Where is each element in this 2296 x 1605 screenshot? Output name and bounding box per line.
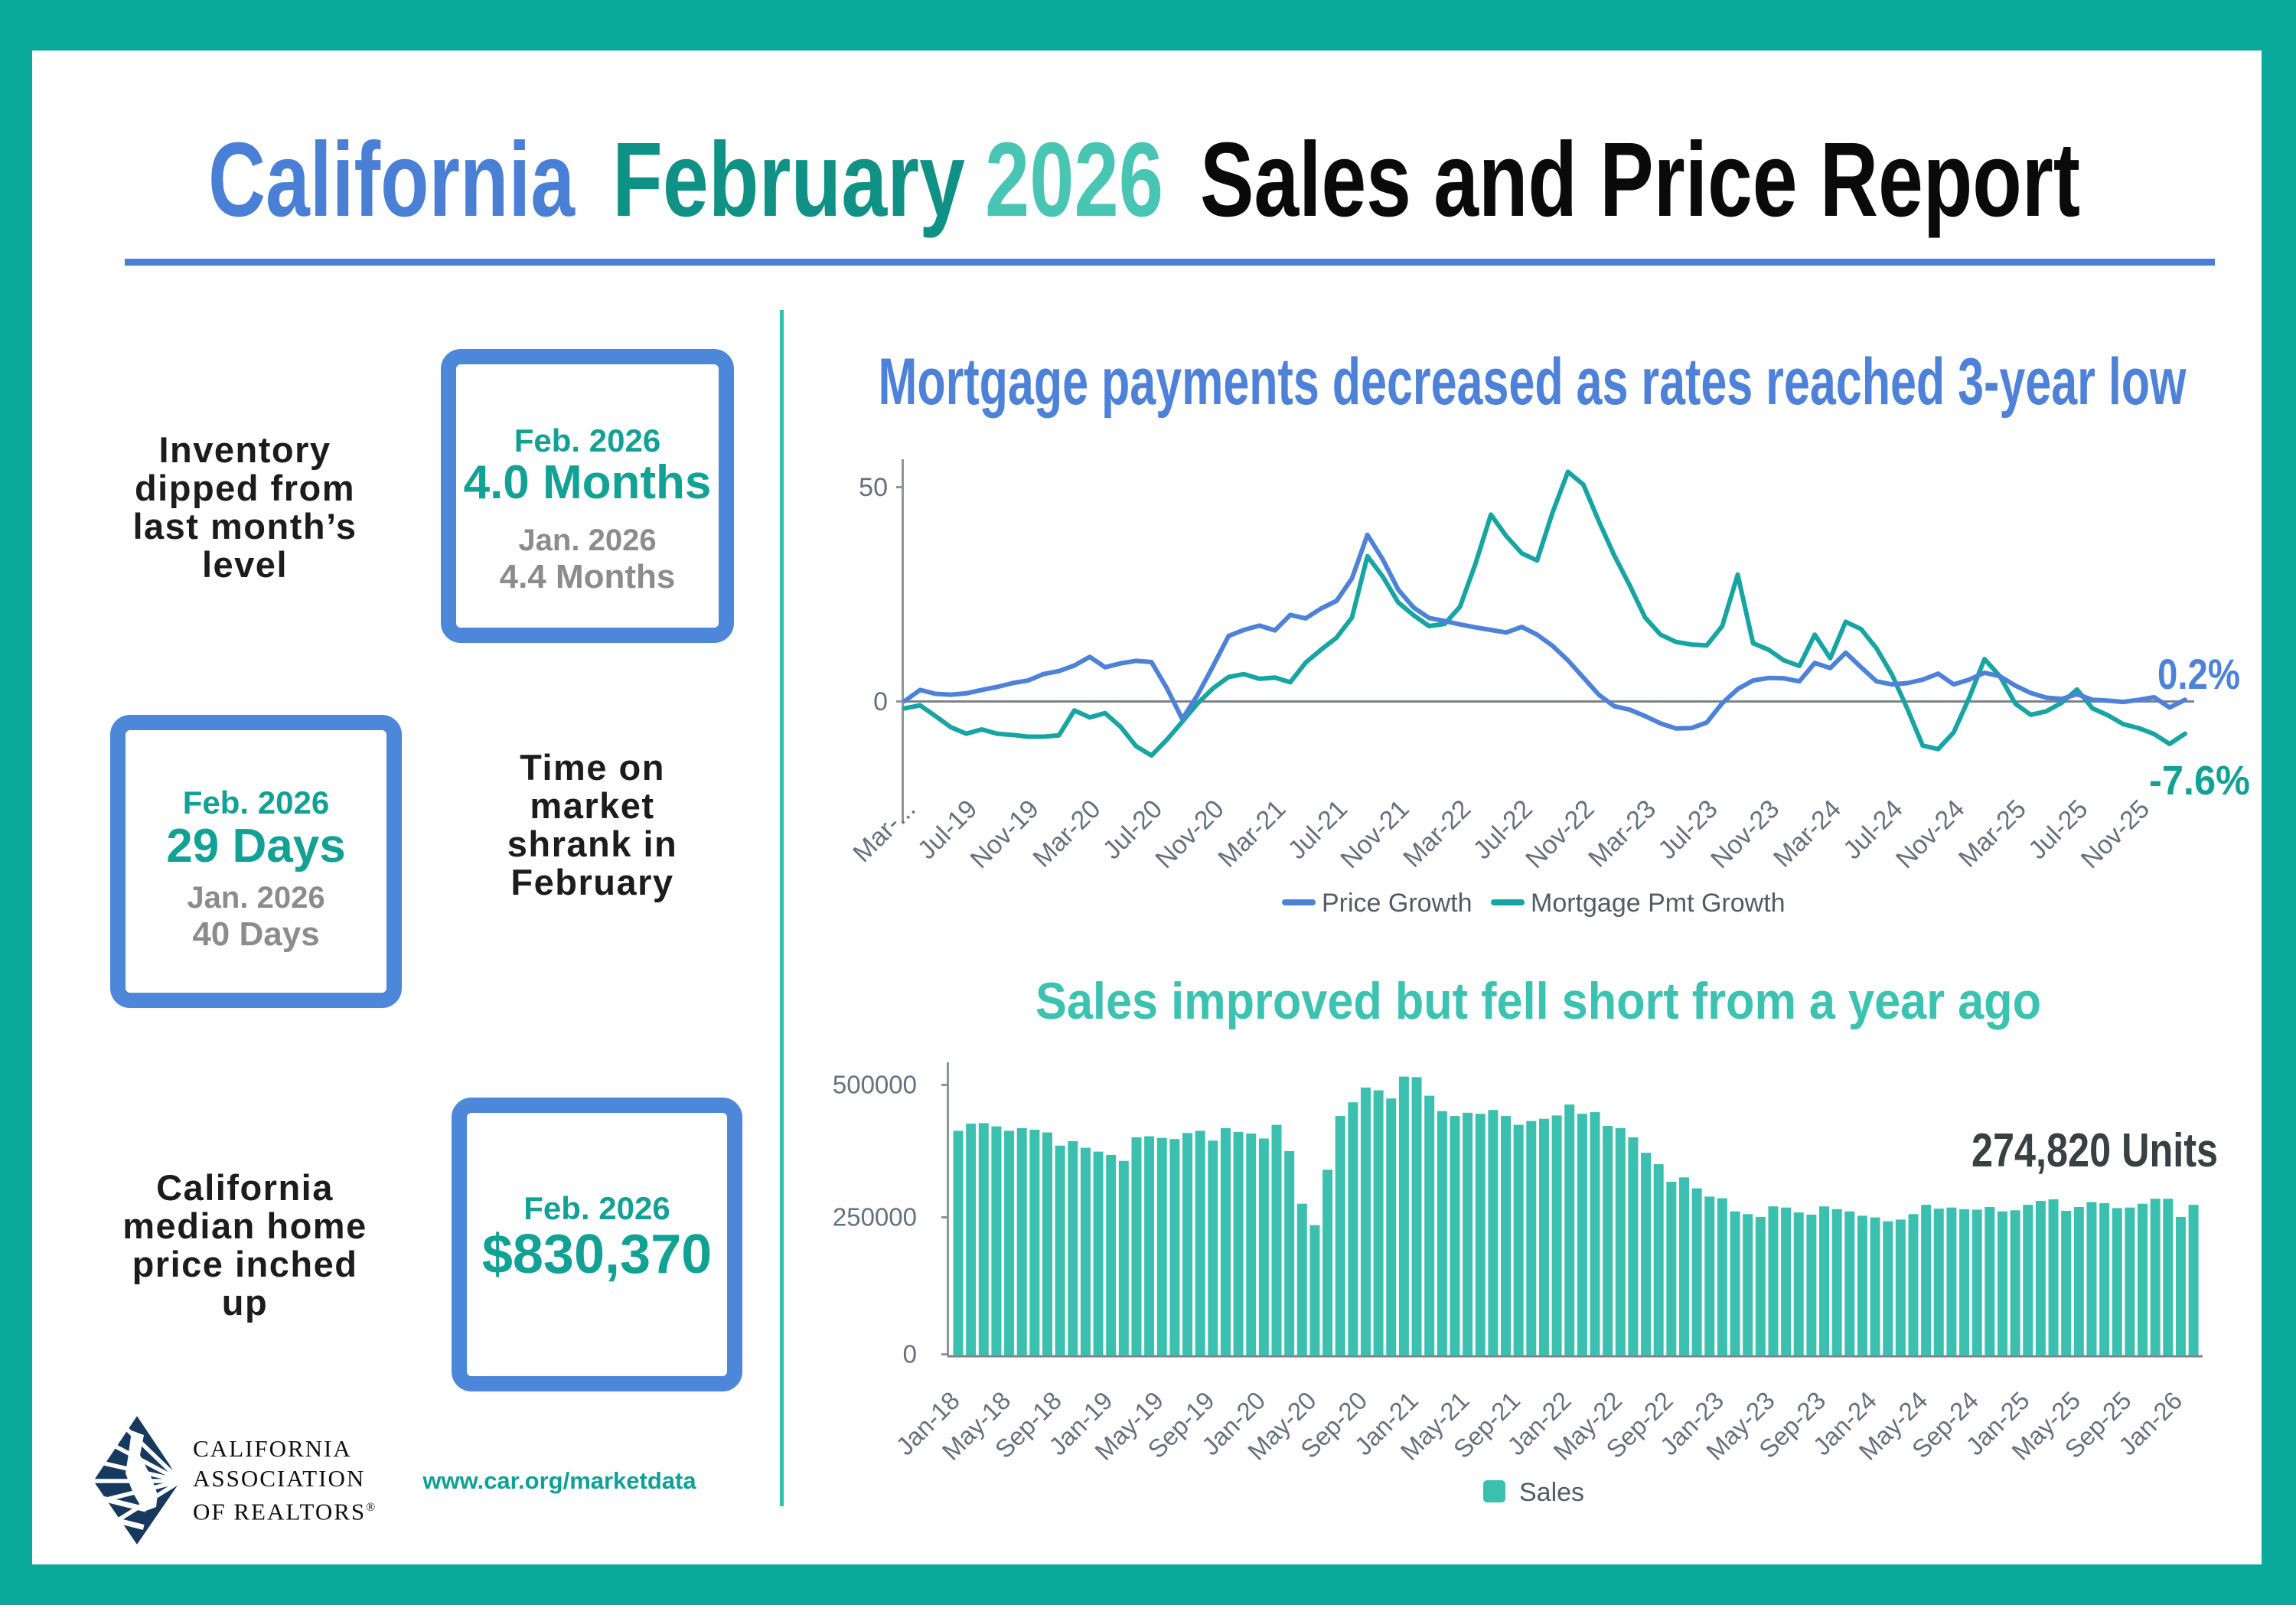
svg-text:250000: 250000 bbox=[833, 1203, 917, 1231]
svg-text:Nov-25: Nov-25 bbox=[2076, 794, 2155, 874]
svg-text:Nov-24: Nov-24 bbox=[1890, 794, 1970, 874]
svg-text:50: 50 bbox=[859, 473, 888, 502]
svg-text:0.2%: 0.2% bbox=[2157, 650, 2240, 698]
svg-text:Price Growth: Price Growth bbox=[1322, 889, 1473, 918]
svg-text:0: 0 bbox=[873, 687, 888, 716]
svg-text:Nov-19: Nov-19 bbox=[965, 794, 1045, 874]
svg-text:Nov-20: Nov-20 bbox=[1150, 794, 1229, 874]
svg-text:Mar-21: Mar-21 bbox=[1212, 794, 1291, 873]
svg-text:Mar-24: Mar-24 bbox=[1768, 794, 1847, 873]
svg-text:Sales and Price Report: Sales and Price Report bbox=[1200, 121, 2080, 239]
svg-text:Mortgage payments decreased as: Mortgage payments decreased as rates rea… bbox=[879, 345, 2187, 419]
svg-text:Nov-23: Nov-23 bbox=[1705, 794, 1785, 874]
svg-text:Nov-22: Nov-22 bbox=[1520, 794, 1600, 874]
svg-text:Mar-23: Mar-23 bbox=[1583, 794, 1662, 873]
svg-text:Mortgage Pmt Growth: Mortgage Pmt Growth bbox=[1531, 889, 1786, 918]
svg-text:February: February bbox=[612, 121, 965, 239]
svg-text:Sales: Sales bbox=[1519, 1478, 1584, 1507]
svg-text:Mar-...: Mar-... bbox=[847, 794, 921, 868]
svg-text:Sales improved but fell short: Sales improved but fell short from a yea… bbox=[1035, 972, 2041, 1030]
svg-text:Nov-21: Nov-21 bbox=[1335, 794, 1414, 874]
svg-text:California: California bbox=[208, 121, 576, 239]
svg-text:2026: 2026 bbox=[985, 121, 1163, 239]
svg-text:Mar-20: Mar-20 bbox=[1028, 794, 1107, 873]
svg-text:Mar-22: Mar-22 bbox=[1397, 794, 1476, 873]
svg-text:0: 0 bbox=[903, 1340, 917, 1368]
svg-text:-7.6%: -7.6% bbox=[2149, 758, 2250, 804]
svg-text:500000: 500000 bbox=[833, 1071, 917, 1099]
svg-text:Mar-25: Mar-25 bbox=[1953, 794, 2032, 873]
svg-text:274,820 Units: 274,820 Units bbox=[1971, 1124, 2218, 1177]
